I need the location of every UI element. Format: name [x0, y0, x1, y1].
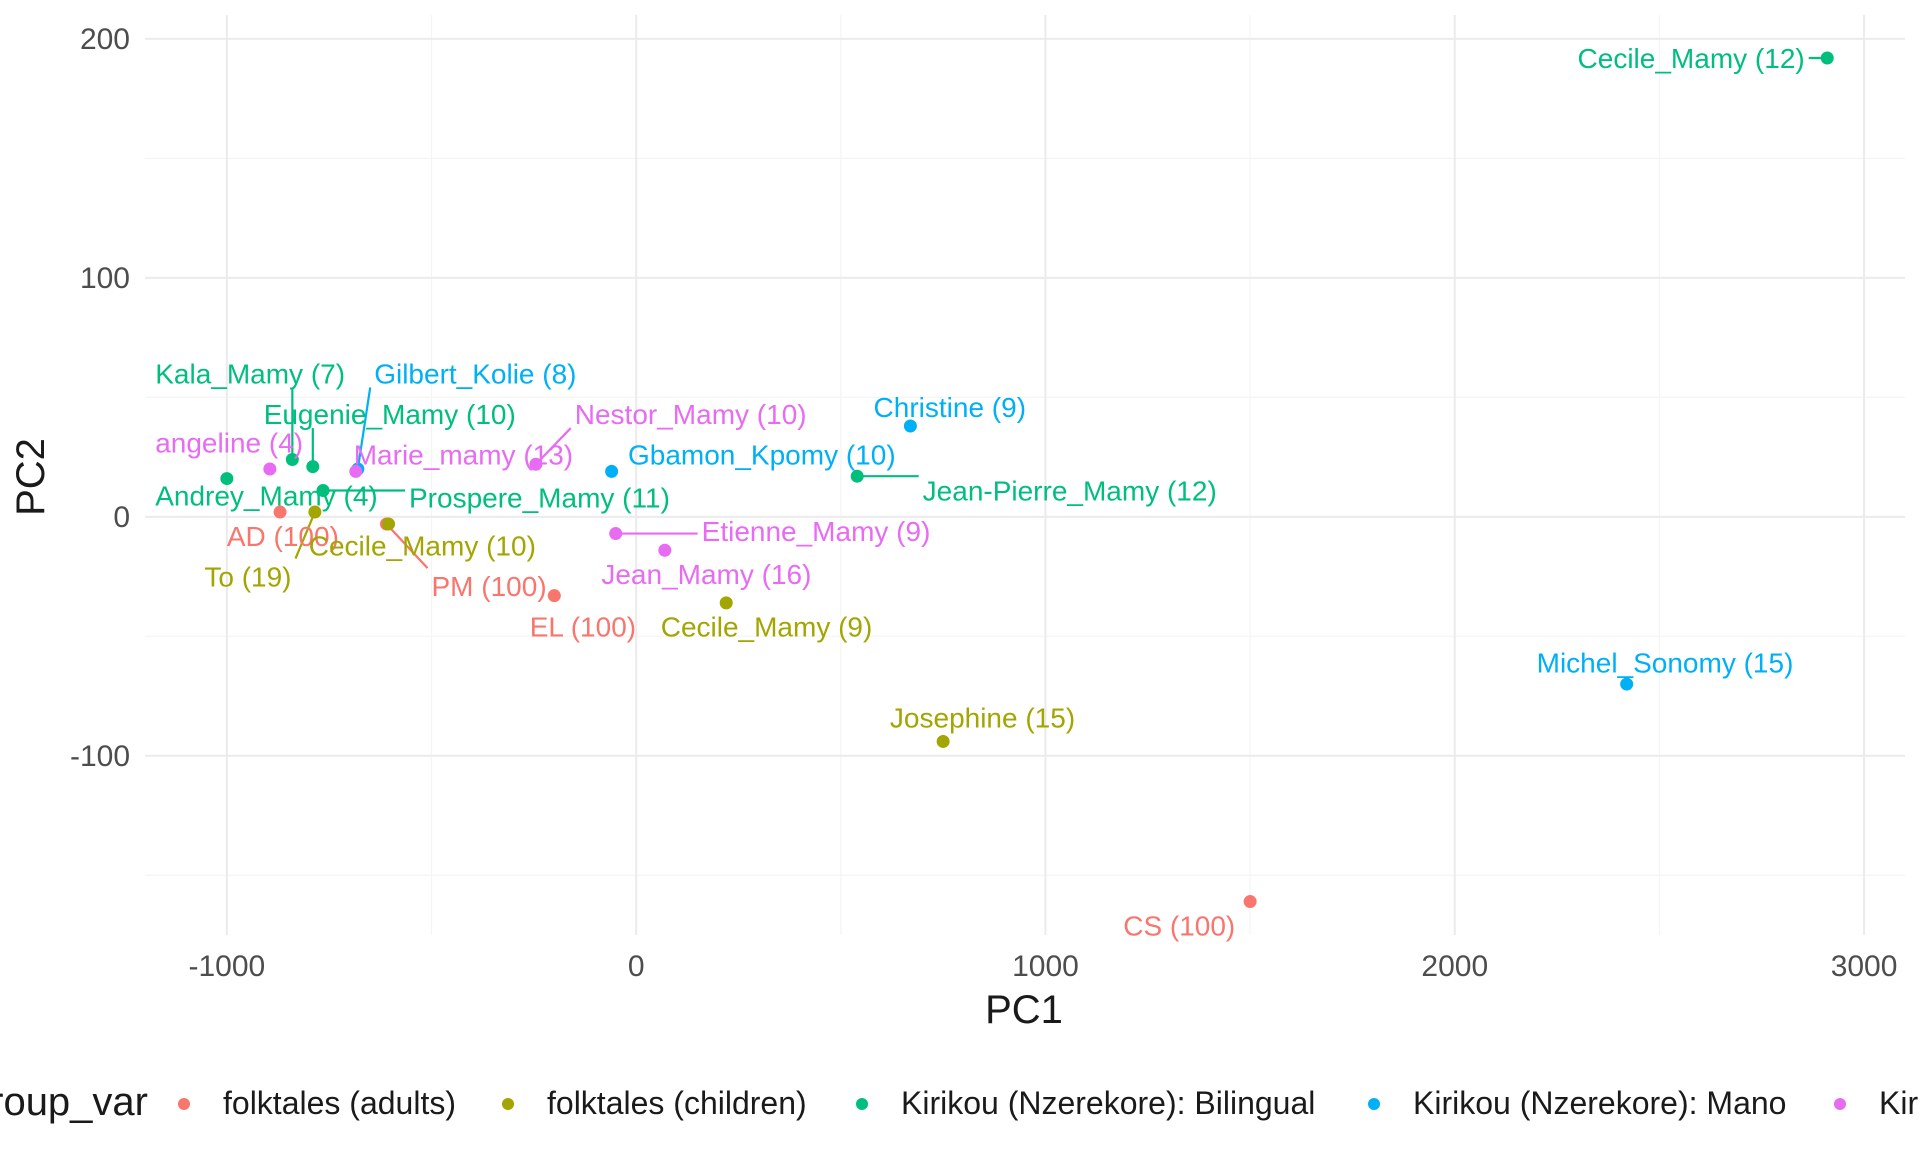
data-point	[308, 505, 322, 519]
point-label: Christine (9)	[874, 392, 1026, 423]
point-label: AD (100)	[227, 521, 339, 552]
x-tick-label: 3000	[1831, 950, 1898, 983]
data-point	[263, 462, 277, 476]
legend-title: group_var	[0, 1080, 148, 1124]
point-label: Marie_mamy (13)	[354, 440, 573, 471]
grid	[145, 15, 1905, 935]
point-label: Gilbert_Kolie (8)	[374, 358, 576, 389]
data-point	[719, 596, 733, 610]
legend-key	[1834, 1098, 1846, 1110]
data-point	[903, 419, 917, 433]
legend-label: folktales (children)	[547, 1085, 807, 1121]
legend-item: Kirikou (Nzerekore): Bilingual	[856, 1085, 1315, 1121]
data-point	[609, 527, 623, 541]
legend-label: Kirikou (Nzerekore): Mama	[1879, 1085, 1920, 1121]
y-tick-label: -100	[70, 740, 130, 773]
x-tick-label: 1000	[1012, 950, 1079, 983]
y-tick-label: 100	[80, 262, 130, 295]
legend-item: Kirikou (Nzerekore): Mama	[1834, 1085, 1920, 1121]
data-point	[349, 464, 363, 478]
label-connectors	[291, 56, 1828, 569]
point-label: Jean_Mamy (16)	[601, 559, 811, 590]
point-label: EL (100)	[530, 612, 636, 643]
point-label: Eugenie_Mamy (10)	[264, 399, 516, 430]
data-point	[850, 469, 864, 483]
data-point	[273, 505, 287, 519]
x-tick-label: 2000	[1421, 950, 1488, 983]
point-label: Prospere_Mamy (11)	[409, 483, 670, 514]
point-label: Josephine (15)	[890, 703, 1075, 734]
point-label: Gbamon_Kpomy (10)	[628, 440, 896, 471]
point-label: Cecile_Mamy (10)	[309, 530, 536, 561]
x-tick-label: 0	[628, 950, 645, 983]
point-label: Andrey_Mamy (4)	[155, 480, 378, 511]
point-label: Etienne_Mamy (9)	[702, 516, 931, 547]
label-connector	[356, 387, 372, 470]
data-point	[529, 457, 543, 471]
data-point	[1243, 895, 1257, 909]
legend-key	[502, 1098, 514, 1110]
data-point	[220, 472, 234, 486]
data-points	[220, 51, 1834, 909]
legend-item: folktales (children)	[502, 1085, 807, 1121]
data-point	[547, 589, 561, 603]
data-point	[285, 452, 299, 466]
legend-item: folktales (adults)	[178, 1085, 456, 1121]
data-point	[605, 464, 619, 478]
label-connector	[294, 511, 316, 559]
legend-key	[1368, 1098, 1380, 1110]
y-tick-label: 0	[113, 501, 130, 534]
point-label: Kala_Mamy (7)	[155, 358, 345, 389]
legend-label: Kirikou (Nzerekore): Mano	[1413, 1085, 1786, 1121]
point-label: PM (100)	[432, 571, 547, 602]
data-point	[1620, 677, 1634, 691]
x-tick-label: -1000	[188, 950, 265, 983]
label-connector	[385, 523, 429, 569]
y-axis-title: PC2	[9, 438, 53, 516]
legend-key	[856, 1098, 868, 1110]
data-point	[306, 460, 320, 474]
point-labels: AD (100) PM (100) EL (100) CS (100) To (19) C…	[155, 43, 1804, 941]
data-point	[382, 517, 396, 531]
point-label: Cecile_Mamy (12)	[1578, 43, 1805, 74]
point-label: To (19)	[204, 562, 291, 593]
data-point	[316, 484, 330, 498]
point-label: Cecile_Mamy (9)	[661, 612, 873, 643]
y-tick-label: 200	[80, 23, 130, 56]
data-point	[936, 734, 950, 748]
data-point	[658, 543, 672, 557]
point-label: Nestor_Mamy (10)	[575, 399, 807, 430]
point-label: angeline (4)	[155, 428, 303, 459]
x-axis-title: PC1	[985, 988, 1063, 1032]
legend-key	[178, 1098, 190, 1110]
point-label: Jean-Pierre_Mamy (12)	[923, 476, 1217, 507]
legend-label: Kirikou (Nzerekore): Bilingual	[901, 1085, 1315, 1121]
data-point	[1820, 51, 1834, 65]
point-label: CS (100)	[1123, 910, 1235, 941]
point-label: Michel_Sonomy (15)	[1537, 648, 1794, 679]
legend-label: folktales (adults)	[223, 1085, 456, 1121]
legend: group_var folktales (adults) folktales (c…	[0, 1080, 1920, 1124]
label-connector	[535, 427, 572, 466]
legend-item: Kirikou (Nzerekore): Mano	[1368, 1085, 1786, 1121]
